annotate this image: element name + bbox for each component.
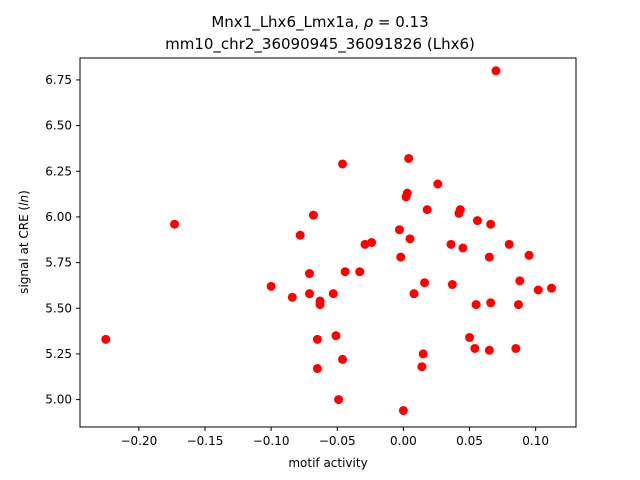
data-point: [465, 332, 475, 342]
data-point: [417, 362, 427, 372]
data-point: [334, 395, 344, 405]
y-tick-label: 5.75: [45, 256, 72, 270]
x-tick-label: 0.05: [456, 434, 483, 448]
data-point: [304, 269, 314, 279]
data-point: [484, 345, 494, 355]
data-point: [287, 292, 297, 302]
x-tick-label: −0.15: [187, 434, 224, 448]
chart-title-line1: Mnx1_Lhx6_Lmx1a, ρ = 0.13: [0, 13, 640, 31]
data-point: [491, 66, 501, 76]
data-point: [101, 334, 111, 344]
data-point: [394, 225, 404, 235]
data-point: [170, 219, 180, 229]
data-point: [511, 343, 521, 353]
y-tick-label: 6.00: [45, 210, 72, 224]
chart-title-rho-value: = 0.13: [373, 13, 429, 31]
x-axis-label: motif activity: [288, 456, 367, 470]
data-point: [398, 406, 408, 416]
data-point: [422, 205, 432, 215]
y-tick-label: 6.75: [45, 73, 72, 87]
data-point: [331, 331, 341, 341]
points-layer: [101, 66, 557, 416]
x-tick-label: 0.00: [390, 434, 417, 448]
data-point: [504, 239, 514, 249]
data-point: [340, 267, 350, 277]
data-point: [295, 230, 305, 240]
x-axis-ticks: −0.20 −0.15 −0.10 −0.05 0.00 0.05 0.10: [120, 427, 549, 448]
data-point: [312, 334, 322, 344]
data-point: [355, 267, 365, 277]
data-point: [515, 276, 525, 286]
data-point: [312, 364, 322, 374]
y-tick-label: 6.50: [45, 119, 72, 133]
chart-title-rho: ρ: [363, 13, 374, 31]
data-point: [266, 281, 276, 291]
data-point: [486, 219, 496, 229]
data-point: [484, 252, 494, 262]
data-point: [315, 300, 325, 310]
data-point: [409, 289, 419, 299]
chart-title-line2: mm10_chr2_36090945_36091826 (Lhx6): [165, 35, 475, 53]
y-tick-label: 5.25: [45, 347, 72, 361]
data-point: [367, 238, 377, 247]
x-tick-label: 0.10: [522, 434, 549, 448]
data-point: [338, 354, 348, 364]
x-tick-label: −0.20: [120, 434, 157, 448]
data-point: [455, 205, 465, 215]
x-tick-label: −0.05: [319, 434, 356, 448]
data-point: [405, 234, 415, 244]
data-point: [420, 278, 430, 288]
y-axis-label-prefix: signal at CRE (: [17, 206, 31, 294]
plot-frame: [79, 57, 577, 428]
data-point: [524, 250, 534, 260]
data-point: [486, 298, 496, 308]
data-point: [447, 280, 457, 290]
y-tick-label: 5.50: [45, 301, 72, 315]
data-point: [396, 252, 406, 262]
data-point: [418, 349, 428, 359]
data-point: [304, 289, 314, 299]
data-point: [472, 216, 482, 226]
y-axis-label-suffix: ): [17, 190, 31, 195]
y-axis-label: signal at CRE (ln): [17, 190, 31, 294]
data-point: [458, 243, 468, 253]
data-point: [513, 300, 523, 310]
y-tick-label: 6.25: [45, 164, 72, 178]
data-point: [404, 153, 414, 163]
chart-title-prefix: Mnx1_Lhx6_Lmx1a,: [211, 13, 364, 31]
y-axis-ticks: 5.00 5.25 5.50 5.75 6.00 6.25 6.50 6.75: [45, 73, 80, 407]
data-point: [446, 239, 456, 249]
data-point: [338, 159, 348, 169]
x-tick-label: −0.10: [253, 434, 290, 448]
data-point: [471, 300, 481, 310]
data-point: [433, 179, 443, 189]
data-point: [470, 343, 480, 353]
y-tick-label: 5.00: [45, 393, 72, 407]
data-point: [547, 283, 557, 293]
data-point: [402, 188, 412, 198]
y-axis-label-ln: ln: [17, 195, 31, 206]
data-point: [533, 285, 543, 295]
data-point: [308, 210, 318, 220]
data-point: [328, 289, 338, 299]
